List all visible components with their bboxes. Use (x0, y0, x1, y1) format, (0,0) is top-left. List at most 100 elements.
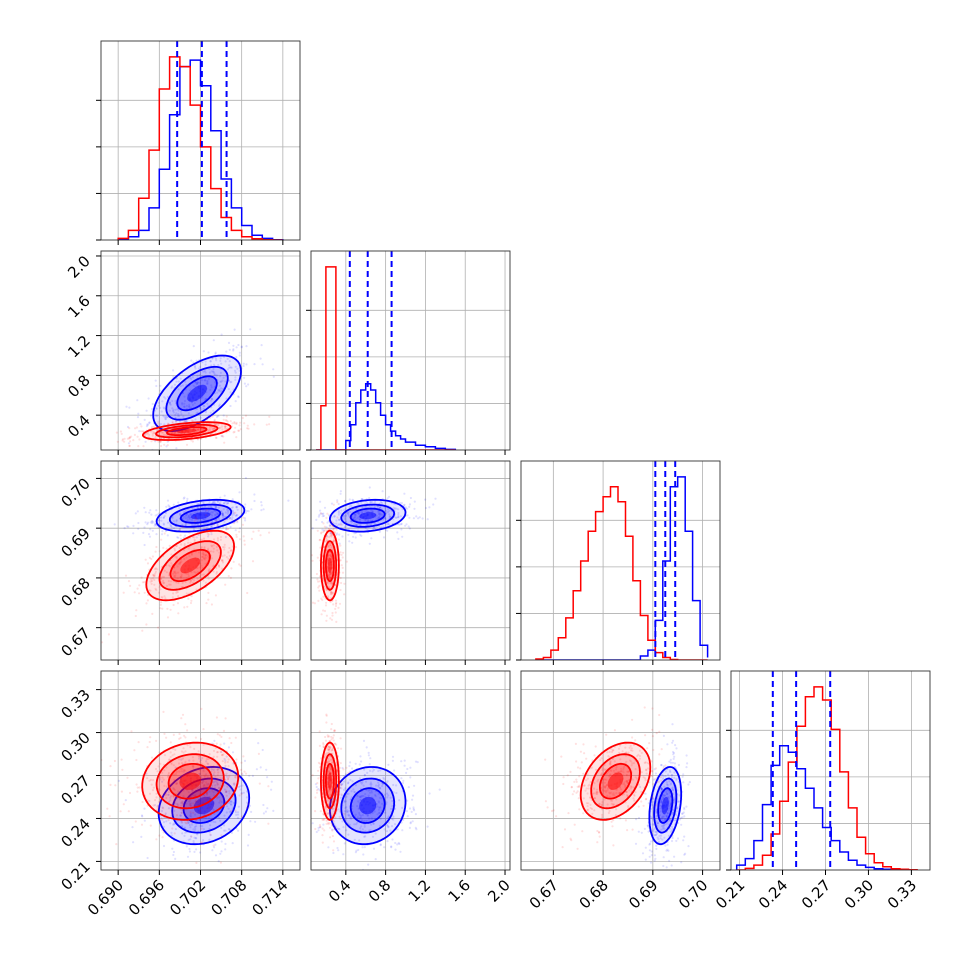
scatter-point (322, 595, 325, 598)
scatter-point (181, 821, 184, 824)
scatter-point (374, 858, 377, 861)
scatter-point (190, 553, 193, 556)
scatter-point (227, 341, 231, 344)
scatter-point (209, 360, 212, 363)
scatter-point (337, 511, 340, 514)
scatter-point (194, 813, 197, 816)
scatter-point (193, 579, 196, 582)
scatter-point (326, 521, 329, 524)
scatter-point (187, 821, 190, 824)
scatter-point (631, 736, 634, 739)
scatter-point (348, 505, 351, 508)
scatter-point (330, 735, 333, 739)
scatter-point (387, 821, 390, 824)
scatter-point (160, 519, 163, 522)
scatter-point (212, 781, 215, 784)
scatter-point (215, 359, 218, 362)
scatter-point (331, 592, 334, 595)
scatter-point (116, 440, 119, 443)
scatter-point (207, 555, 210, 558)
scatter-point (154, 440, 157, 443)
scatter-point (261, 748, 264, 752)
scatter-point (127, 810, 130, 813)
scatter-point (174, 408, 177, 411)
scatter-point (247, 510, 250, 513)
scatter-point (669, 783, 672, 786)
scatter-point (221, 379, 224, 382)
scatter-point (174, 748, 177, 752)
scatter-point (414, 826, 417, 830)
scatter-point (601, 769, 604, 772)
scatter-point (335, 533, 338, 536)
scatter-point (211, 521, 214, 524)
scatter-point (146, 746, 149, 749)
scatter-point (175, 555, 178, 559)
scatter-point (328, 735, 331, 738)
panel-frame (310, 250, 511, 451)
panel-contents (311, 486, 437, 624)
scatter-point (198, 818, 201, 821)
scatter-point (235, 505, 238, 508)
scatter-point (161, 400, 164, 403)
scatter-point (206, 762, 209, 765)
scatter-point (216, 537, 219, 540)
scatter-point (328, 575, 331, 578)
scatter-point (136, 435, 139, 438)
scatter-point (195, 382, 199, 385)
scatter-point (136, 790, 139, 793)
scatter-point (347, 771, 350, 774)
scatter-point (163, 569, 166, 572)
scatter-point (367, 520, 370, 523)
scatter-point (318, 789, 321, 792)
scatter-point (629, 744, 632, 748)
scatter-point (191, 403, 194, 406)
scatter-point (193, 829, 196, 833)
scatter-point (665, 781, 669, 784)
scatter-point (175, 377, 178, 380)
scatter-point (332, 603, 335, 606)
scatter-point (341, 535, 344, 538)
scatter-point (253, 423, 256, 426)
scatter-point (89, 812, 91, 814)
scatter-point (195, 383, 198, 386)
scatter-point (360, 782, 363, 785)
scatter-point (121, 768, 124, 771)
scatter-point (140, 835, 143, 839)
scatter-point (368, 829, 371, 832)
scatter-point (622, 771, 625, 774)
scatter-point (204, 379, 207, 382)
scatter-point (325, 526, 328, 529)
scatter-point (367, 519, 370, 522)
scatter-point (586, 777, 590, 780)
scatter-point (191, 440, 194, 443)
scatter-point (652, 778, 656, 781)
scatter-point (221, 514, 224, 518)
scatter-point (161, 596, 164, 599)
scatter-point (348, 764, 351, 768)
scatter-point (185, 822, 188, 825)
scatter-point (222, 508, 225, 511)
scatter-point (216, 797, 219, 800)
scatter-point (656, 797, 660, 800)
scatter-point (228, 737, 231, 740)
scatter-point (186, 500, 189, 503)
scatter-point (388, 516, 391, 519)
scatter-point (328, 524, 331, 527)
scatter-point (181, 767, 184, 771)
scatter-point (190, 802, 193, 805)
scatter-point (665, 866, 668, 869)
scatter-point (673, 855, 676, 858)
scatter-point (198, 574, 201, 578)
scatter-point (227, 778, 230, 781)
scatter-point (124, 799, 127, 802)
scatter-point (668, 791, 671, 794)
scatter-point (127, 525, 130, 529)
scatter-point (224, 759, 227, 762)
scatter-point (207, 535, 210, 538)
scatter-point (331, 748, 334, 751)
scatter-point (356, 795, 359, 798)
scatter-point (244, 476, 247, 480)
scatter-point (146, 856, 149, 860)
scatter-point (376, 505, 379, 508)
scatter-point (117, 779, 120, 783)
